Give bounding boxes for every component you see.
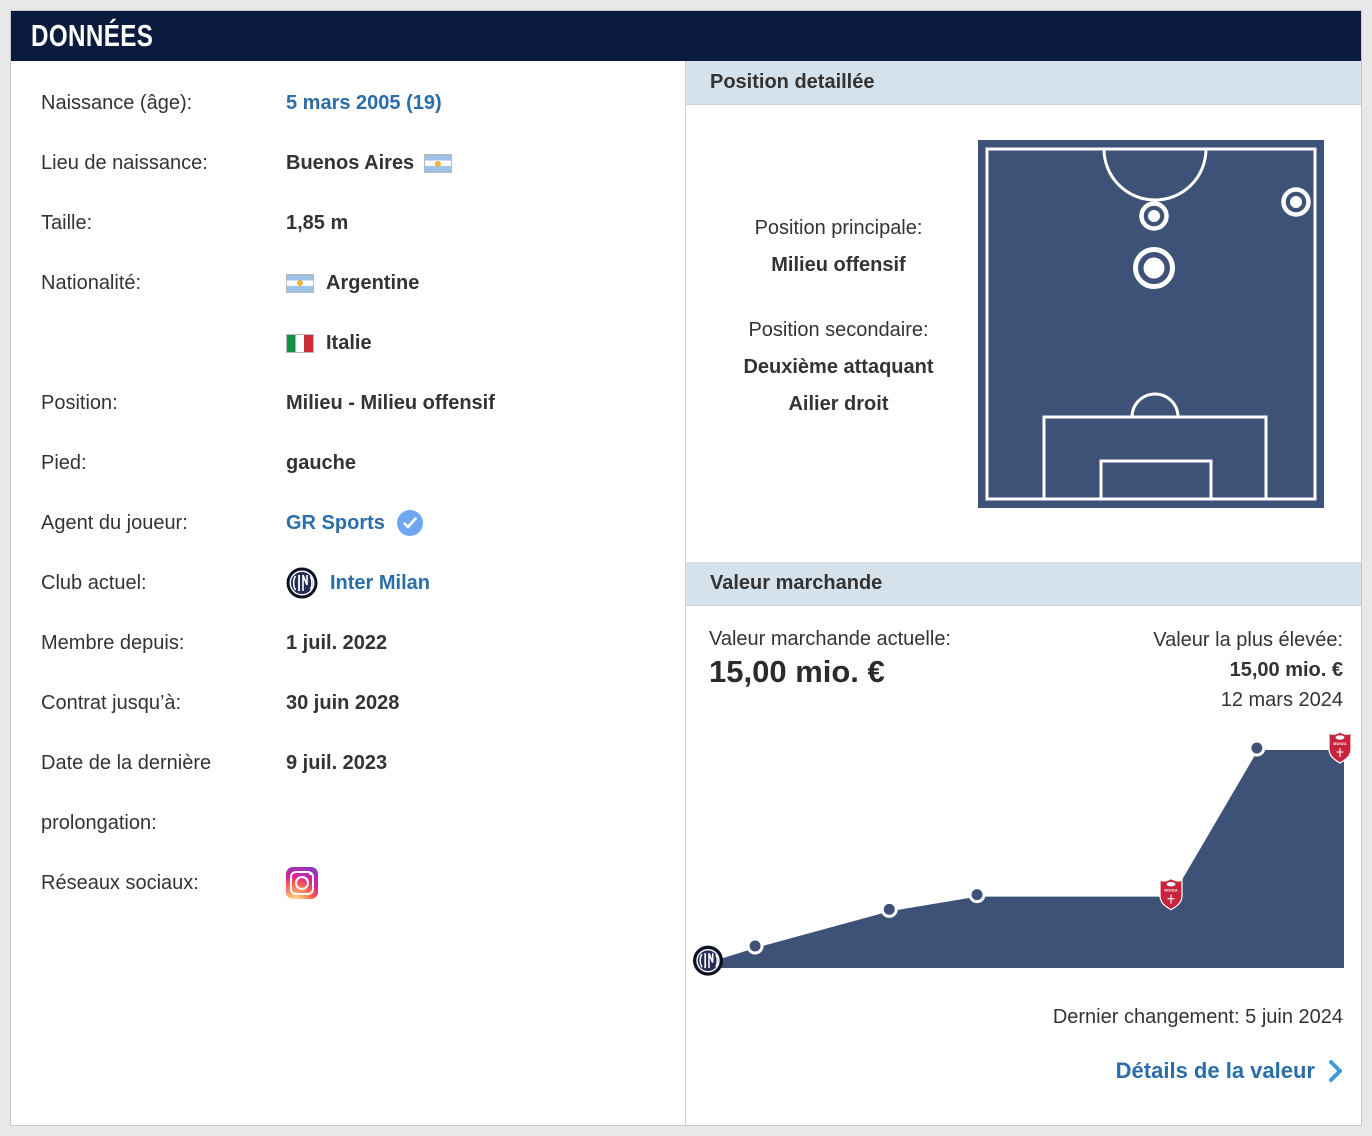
row-label: Contrat jusqu’à: [41,692,182,714]
value-details-link[interactable]: Détails de la valeur [1116,1058,1343,1084]
club-link[interactable]: Inter Milan [330,571,431,594]
right-column: Position detaillée Position principale: … [686,61,1361,1125]
height-value: 1,85 m [286,212,349,234]
verified-check-icon [396,510,423,536]
chart-point-dot [880,900,898,918]
position-detail-body: Position principale: Milieu offensif Pos… [686,105,1361,562]
row-label: Nationalité: [41,272,142,294]
row-label: Agent du joueur: [41,512,188,534]
chart-point-dot [746,937,764,955]
row-label: Date de la dernière prolongation: [41,752,212,834]
position-section-title: Position detaillée [710,71,875,93]
nationality-value: Argentine [326,272,420,294]
row-label: Membre depuis: [41,632,185,654]
nationality-argentina: Argentine [286,253,419,313]
row-label: Lieu de naissance: [41,152,208,174]
market-value-body: Valeur marchande actuelle: 15,00 mio. € … [686,606,1361,1125]
row-agent: Agent du joueur: GR Sports [41,493,685,553]
row-club: Club actuel: Inter Milan [41,553,685,613]
row-label: Naissance (âge): [41,92,193,114]
row-socials: Réseaux sociaux: [41,853,685,913]
svg-text:MONZA: MONZA [1164,889,1178,893]
row-foot: Pied: gauche [41,433,685,493]
position-value: Milieu - Milieu offensif [286,392,495,414]
principal-position-label: Position principale: [754,217,923,239]
row-label: Pied: [41,452,87,474]
row-label: Taille: [41,212,93,234]
foot-value: gauche [286,452,357,474]
monza-crest-icon: MONZA [1159,877,1183,911]
row-label: Position: [41,392,118,414]
current-value: 15,00 mio. € [709,654,885,689]
row-label: Club actuel: [41,572,147,594]
inter-milan-logo-icon[interactable] [286,567,318,599]
birthdate-link[interactable]: 5 mars 2005 (19) [286,92,442,114]
row-birthplace: Lieu de naissance: Buenos Aires [41,133,685,193]
last-change-text: Dernier changement: 5 juin 2024 [1052,1006,1343,1028]
highest-value: 15,00 mio. € [1229,659,1343,681]
svg-text:MONZA: MONZA [1333,742,1347,746]
row-contract-until: Contrat jusqu’à: 30 juin 2028 [41,673,685,733]
italy-flag-icon [286,333,314,353]
current-value-label: Valeur marchande actuelle: [709,628,951,650]
highest-value-label: Valeur la plus élevée: [1153,629,1343,651]
secondary-position-marker-right-winger [1281,187,1311,217]
value-details-label: Détails de la valeur [1115,1058,1315,1083]
pitch-position-map [978,140,1324,508]
inter-milan-logo-icon [693,945,723,976]
nationality-value2: Italie [326,332,372,354]
instagram-icon[interactable] [286,867,318,899]
contract-until-value: 30 juin 2028 [286,692,400,714]
argentina-flag-icon [424,154,453,174]
chart-area-fill [708,748,1344,968]
card-content: Naissance (âge): 5 mars 2005 (19) Lieu d… [11,61,1361,1125]
secondary-position-value-1: Deuxième attaquant [743,356,934,378]
row-label: Réseaux sociaux: [41,872,199,894]
market-value-section-title: Valeur marchande [710,572,883,594]
row-last-extension: Date de la dernière prolongation: 9 juil… [41,733,685,853]
row-birthdate: Naissance (âge): 5 mars 2005 (19) [41,73,685,133]
row-height: Taille: 1,85 m [41,193,685,253]
chart-point-dot [968,886,986,904]
row-position: Position: Milieu - Milieu offensif [41,373,685,433]
position-text-block: Position principale: Milieu offensif Pos… [706,210,971,423]
main-position-marker-attacking-midfield [1133,247,1175,289]
position-section-header: Position detaillée [686,61,1361,105]
agent-link[interactable]: GR Sports [286,511,385,534]
nationality-italy: Italie [286,313,419,373]
donnees-card: DONNÉES Naissance (âge): 5 mars 2005 (19… [10,10,1362,1126]
page-title: DONNÉES [31,18,154,53]
monza-crest-icon: MONZA [1328,730,1352,764]
player-data-list: Naissance (âge): 5 mars 2005 (19) Lieu d… [11,61,686,1125]
principal-position-value: Milieu offensif [771,254,906,276]
last-extension-value: 9 juil. 2023 [286,752,388,774]
market-value-chart[interactable]: MONZA MONZA [693,730,1352,976]
secondary-position-value-2: Ailier droit [788,393,889,415]
row-member-since: Membre depuis: 1 juil. 2022 [41,613,685,673]
secondary-position-label: Position secondaire: [748,319,929,341]
highest-value-block: Valeur la plus élevée: 15,00 mio. € 12 m… [1153,625,1343,715]
market-value-section-header: Valeur marchande [686,562,1361,606]
member-since-value: 1 juil. 2022 [286,632,388,654]
chart-point-dot [1248,739,1266,757]
section-titlebar: DONNÉES [11,11,1361,61]
secondary-position-marker-second-striker [1139,201,1169,231]
argentina-flag-icon [286,273,314,293]
birthplace-value: Buenos Aires [286,152,415,174]
highest-value-date: 12 mars 2024 [1220,689,1343,711]
row-nationality: Nationalité: Argentine Italie [41,253,685,373]
chevron-right-icon [1329,1060,1342,1082]
